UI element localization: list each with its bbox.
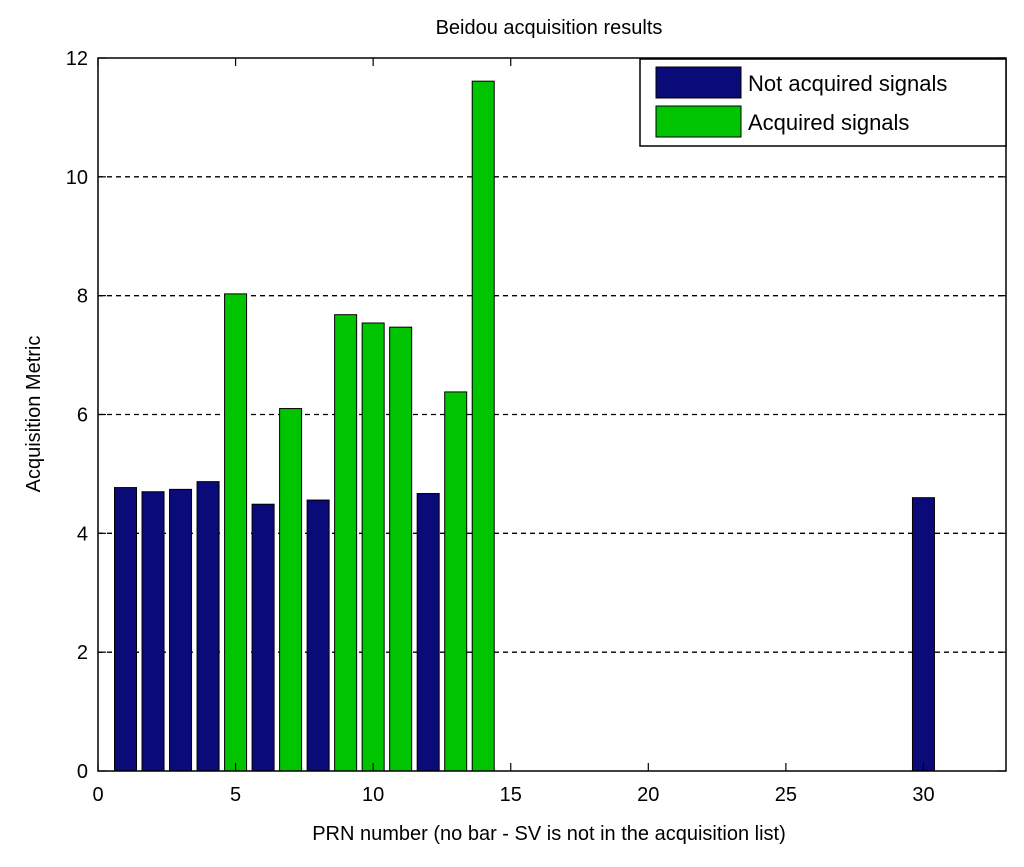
x-tick-label: 10 [362, 784, 384, 806]
bar [444, 391, 468, 772]
bar [196, 481, 220, 772]
y-axis-label: Acquisition Metric [23, 336, 45, 493]
y-tick-label: 8 [77, 286, 88, 308]
y-tick-label: 0 [77, 761, 88, 783]
axis-ticks: 0 2 4 6 8 10 12 0 5 10 15 20 25 30 [66, 48, 1006, 806]
y-tick-label: 4 [77, 523, 88, 545]
x-tick-label: 0 [92, 784, 103, 806]
x-tick-label: 20 [637, 784, 659, 806]
bar [389, 326, 413, 772]
legend-swatch-not-acquired [655, 66, 742, 99]
legend-label-not-acquired: Not acquired signals [748, 71, 947, 96]
bar [334, 314, 358, 772]
x-axis-label: PRN number (no bar - SV is not in the ac… [312, 823, 786, 845]
chart-title: Beidou acquisition results [436, 17, 663, 39]
y-tick-label: 2 [77, 642, 88, 664]
bar [114, 487, 138, 772]
x-tick-label: 30 [912, 784, 934, 806]
y-tick-label: 6 [77, 405, 88, 427]
x-tick-label: 25 [775, 784, 797, 806]
bar [471, 80, 495, 772]
legend-label-acquired: Acquired signals [748, 110, 909, 135]
legend: Not acquired signals Acquired signals [639, 58, 1007, 147]
bar [141, 491, 165, 772]
bar [279, 408, 303, 772]
bar [306, 499, 330, 772]
grid-lines [98, 176, 1006, 653]
bar [251, 503, 275, 772]
bar [224, 293, 248, 772]
bar [169, 488, 193, 772]
x-tick-label: 15 [500, 784, 522, 806]
bar [911, 497, 935, 772]
y-tick-label: 10 [66, 167, 88, 189]
bar [361, 322, 385, 772]
y-tick-label: 12 [66, 48, 88, 70]
legend-swatch-acquired [655, 105, 742, 138]
bars [114, 80, 935, 772]
bar [416, 493, 440, 772]
x-tick-label: 5 [230, 784, 241, 806]
